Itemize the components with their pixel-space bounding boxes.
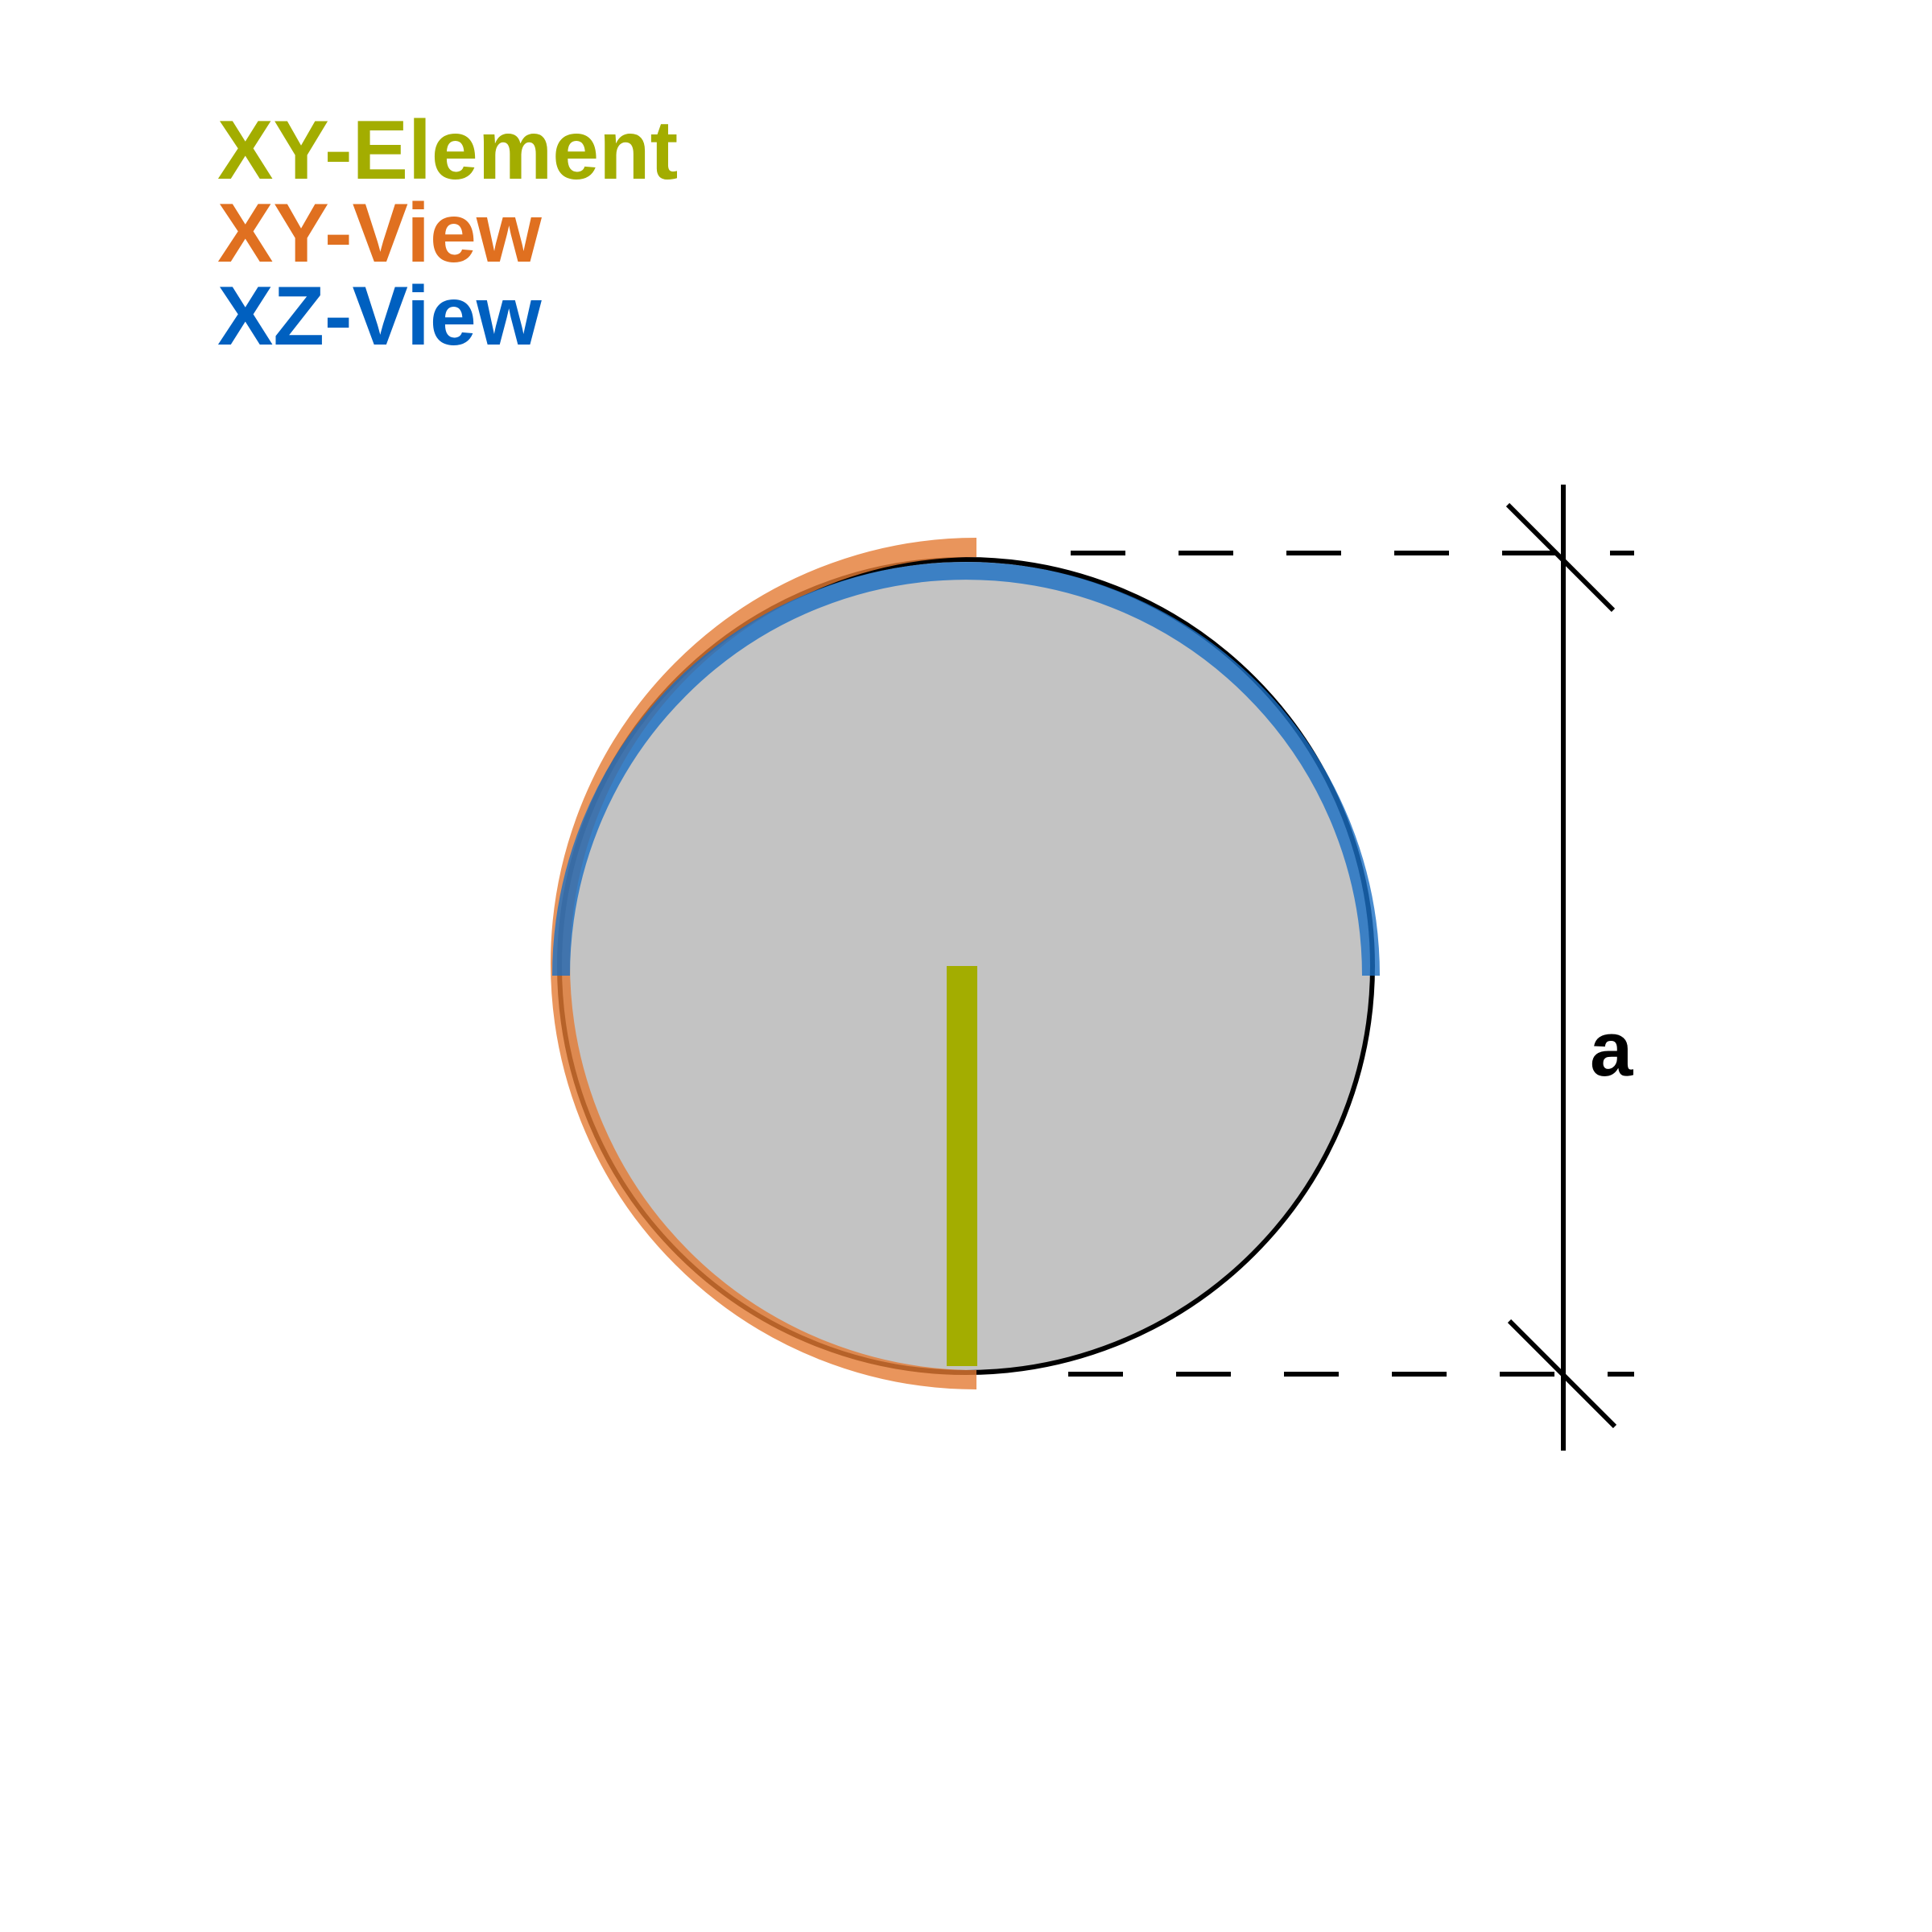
dimension-label: a [1590, 1006, 1633, 1092]
legend: XY-Element XY-View XZ-View [217, 104, 678, 363]
legend-xz-view: XZ-View [217, 270, 543, 363]
legend-xy-view: XY-View [217, 187, 543, 280]
dimension-bottom-tick [1507, 1319, 1617, 1429]
legend-xy-element: XY-Element [217, 104, 678, 197]
xy-element-bar [947, 966, 977, 1366]
dimension-top-tick [1505, 502, 1616, 613]
xz-view-arc [552, 562, 1380, 976]
